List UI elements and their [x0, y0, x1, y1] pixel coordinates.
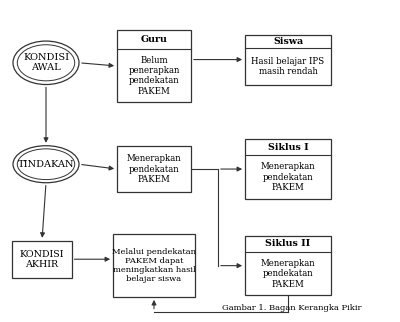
- Text: Siswa: Siswa: [273, 37, 303, 46]
- FancyBboxPatch shape: [117, 30, 191, 102]
- Text: Gambar 1. Bagan Kerangka Pikir: Gambar 1. Bagan Kerangka Pikir: [222, 304, 362, 312]
- Text: KONDISI
AWAL: KONDISI AWAL: [23, 53, 69, 72]
- FancyBboxPatch shape: [245, 139, 331, 199]
- Text: Siklus II: Siklus II: [266, 239, 310, 248]
- FancyBboxPatch shape: [245, 35, 331, 85]
- Text: Hasil belajar IPS
masih rendah: Hasil belajar IPS masih rendah: [252, 57, 324, 76]
- Text: Menerapkan
pendekatan
PAKEM: Menerapkan pendekatan PAKEM: [127, 154, 181, 184]
- FancyBboxPatch shape: [113, 234, 195, 297]
- Text: Belum
penerapkan
pendekatan
PAKEM: Belum penerapkan pendekatan PAKEM: [128, 56, 180, 96]
- FancyBboxPatch shape: [12, 241, 72, 278]
- Text: Melalui pendekatan
PAKEM dapat
meningkatkan hasil
belajar siswa: Melalui pendekatan PAKEM dapat meningkat…: [112, 248, 196, 283]
- FancyBboxPatch shape: [245, 236, 331, 296]
- FancyBboxPatch shape: [117, 146, 191, 193]
- Text: Siklus I: Siklus I: [268, 143, 308, 152]
- Text: Guru: Guru: [140, 35, 168, 44]
- Text: Menerapkan
pendekatan
PAKEM: Menerapkan pendekatan PAKEM: [261, 162, 315, 192]
- Text: KONDISI
AKHIR: KONDISI AKHIR: [20, 250, 64, 269]
- Text: Menerapkan
pendekatan
PAKEM: Menerapkan pendekatan PAKEM: [261, 259, 315, 289]
- Text: TINDAKAN: TINDAKAN: [18, 160, 74, 169]
